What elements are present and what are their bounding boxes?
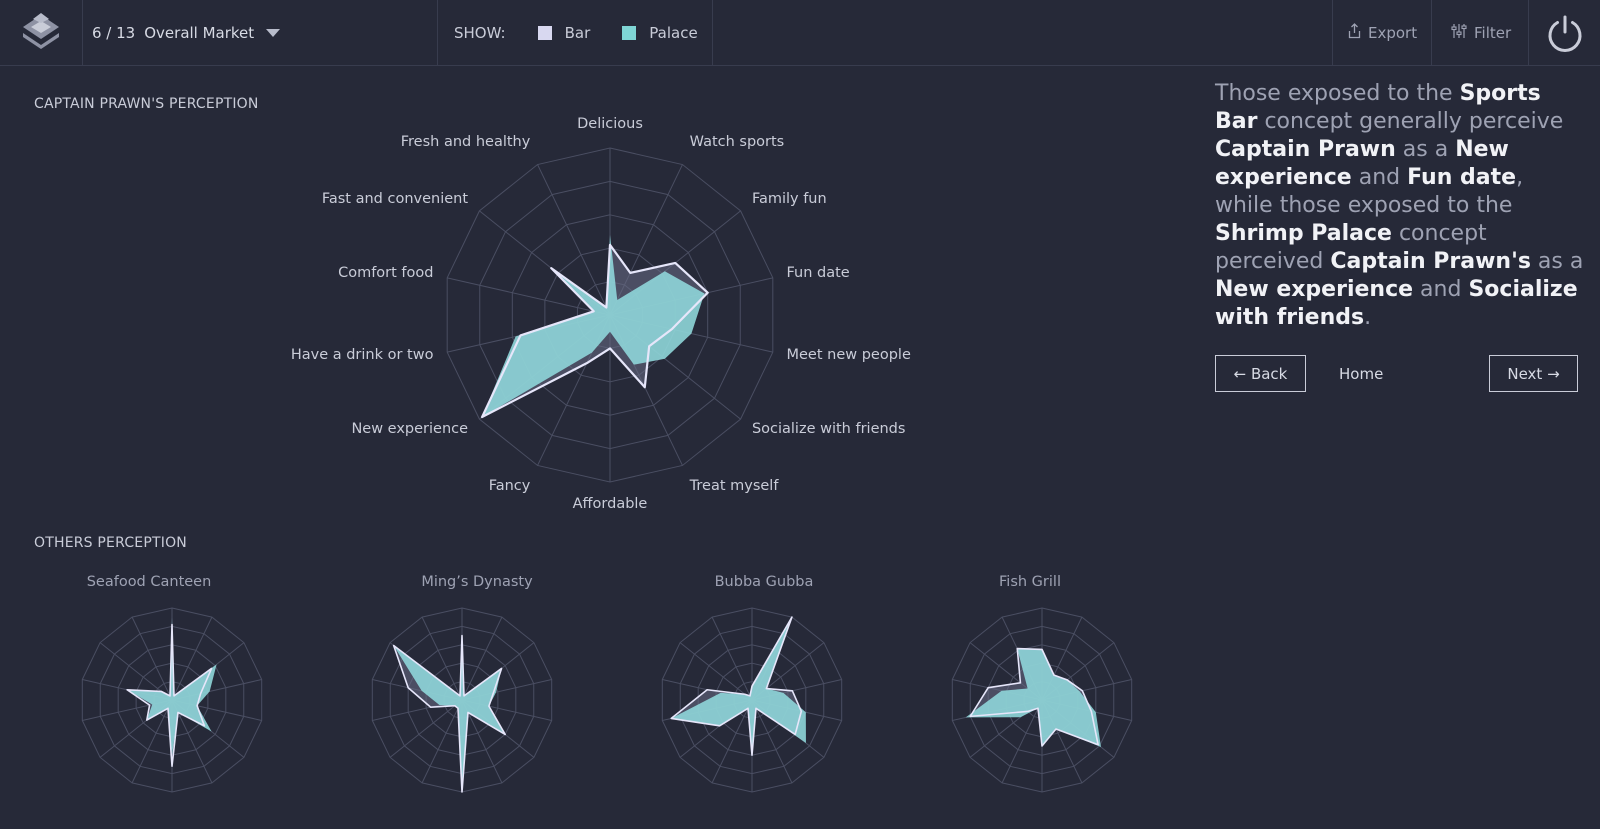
radar-seafood-canteen — [81, 607, 263, 793]
insight-highlight: Socialize with friends — [1215, 277, 1578, 330]
insight-fragment: and — [1351, 165, 1408, 190]
insight-highlight: Shrimp Palace — [1215, 221, 1392, 246]
show-legend: SHOW: Bar Palace — [454, 0, 698, 65]
radar-spoke — [751, 699, 793, 784]
legend-label-palace: Palace — [649, 23, 698, 42]
export-icon — [1348, 22, 1361, 43]
insight-highlight: Captain Prawn — [1215, 137, 1396, 162]
radar-spoke — [711, 616, 753, 701]
axis-label-10: Have a drink or two — [290, 347, 434, 364]
series-palace-area — [393, 635, 506, 792]
axis-label-12: Fast and convenient — [321, 190, 469, 207]
legend-swatch-palace — [622, 25, 637, 40]
axis-label-4: Meet new people — [786, 347, 911, 364]
filter-button[interactable]: Filter — [1451, 0, 1511, 65]
axis-label-2: Family fun — [751, 190, 827, 207]
series-palace-area — [482, 234, 705, 418]
power-button[interactable] — [1530, 0, 1600, 65]
radar-spoke — [171, 616, 213, 701]
sliders-icon — [1451, 23, 1467, 43]
others-section-title: OTHERS PERCEPTION — [34, 535, 187, 551]
radar-spoke — [171, 699, 213, 784]
insight-fragment: and — [1413, 277, 1469, 302]
radar-spoke — [461, 616, 503, 701]
insight-fragment: concept perceived — [1215, 221, 1487, 274]
radar-spoke — [679, 642, 753, 701]
home-link[interactable]: Home — [1339, 365, 1384, 383]
filter-label: Filter — [1474, 23, 1512, 42]
radar-spoke — [711, 699, 753, 784]
radar-mings-dynasty — [371, 607, 553, 793]
insight-fragment: Those exposed to the — [1215, 81, 1460, 106]
axis-label-11: Comfort food — [338, 264, 434, 281]
axis-label-13: Fresh and healthy — [400, 133, 531, 150]
next-button[interactable]: Next → — [1489, 355, 1578, 392]
legend-toggle-bar[interactable]: Bar — [537, 23, 591, 42]
app-logo[interactable] — [18, 0, 64, 65]
radar-bubba-gubba — [661, 607, 843, 793]
series-bar-outline — [392, 634, 506, 793]
top-bar: 6 / 13 Overall Market SHOW: Bar Palace E… — [0, 0, 1600, 66]
axis-label-8: Fancy — [488, 478, 531, 495]
radar-spoke — [131, 699, 173, 784]
radar-spoke — [389, 699, 463, 758]
insight-fragment: , while those exposed to the — [1215, 165, 1524, 218]
market-name: Overall Market — [144, 23, 255, 42]
main-section-title: CAPTAIN PRAWN'S PERCEPTION — [34, 96, 259, 112]
series-bar-outline — [126, 623, 213, 768]
main-radar-chart — [446, 147, 774, 483]
radar-fish-grill — [951, 607, 1133, 793]
back-button[interactable]: ← Back — [1215, 355, 1306, 392]
legend-swatch-bar — [537, 25, 552, 40]
small-chart-title-3: Bubba Gubba — [714, 574, 814, 590]
insight-fragment: as a — [1530, 249, 1584, 274]
axis-label-9: New experience — [351, 421, 469, 438]
radar-spoke — [421, 616, 463, 701]
series-palace-area — [965, 648, 1101, 748]
insight-highlight: Fun date — [1407, 165, 1517, 190]
radar-spoke — [447, 277, 611, 316]
small-chart-title-1: Seafood Canteen — [86, 574, 212, 590]
export-button[interactable]: Export — [1348, 0, 1417, 65]
insight-highlight: New experience — [1215, 277, 1414, 302]
radar-spoke — [1001, 699, 1043, 784]
axis-label-6: Treat myself — [689, 478, 779, 495]
small-chart-title-2: Ming’s Dynasty — [421, 574, 533, 590]
insight-fragment: . — [1364, 305, 1372, 330]
series-bar-outline — [480, 243, 709, 419]
insight-text: Those exposed to the Sports Bar concept … — [1215, 80, 1585, 332]
insight-highlight: Captain Prawn's — [1330, 249, 1531, 274]
small-chart-title-4: Fish Grill — [999, 574, 1061, 590]
insight-fragment: concept generally perceive — [1257, 109, 1564, 134]
radar-spoke — [131, 616, 173, 701]
legend-toggle-palace[interactable]: Palace — [622, 23, 698, 42]
insight-fragment: as a — [1395, 137, 1456, 162]
axis-label-0: Delicious — [577, 116, 643, 132]
series-bar-outline — [670, 616, 803, 756]
axis-label-5: Socialize with friends — [751, 421, 906, 438]
chevron-down-icon — [266, 28, 281, 37]
axis-label-7: Affordable — [572, 496, 648, 512]
radar-spoke — [421, 699, 463, 784]
show-label: SHOW: — [454, 23, 506, 42]
series-bar-outline — [969, 647, 1099, 747]
logo-icon — [23, 12, 59, 49]
radar-spoke — [99, 642, 173, 701]
market-selector[interactable]: 6 / 13 Overall Market — [92, 0, 281, 65]
export-label: Export — [1368, 23, 1418, 42]
radar-spoke — [537, 164, 611, 316]
axis-label-3: Fun date — [786, 264, 850, 281]
insight-highlight: New experience — [1215, 137, 1509, 190]
insight-highlight: Sports Bar — [1215, 81, 1541, 134]
axis-label-1: Watch sports — [689, 133, 785, 150]
page-index: 6 / 13 — [92, 23, 136, 42]
power-icon — [1548, 15, 1582, 52]
legend-label-bar: Bar — [564, 23, 591, 42]
